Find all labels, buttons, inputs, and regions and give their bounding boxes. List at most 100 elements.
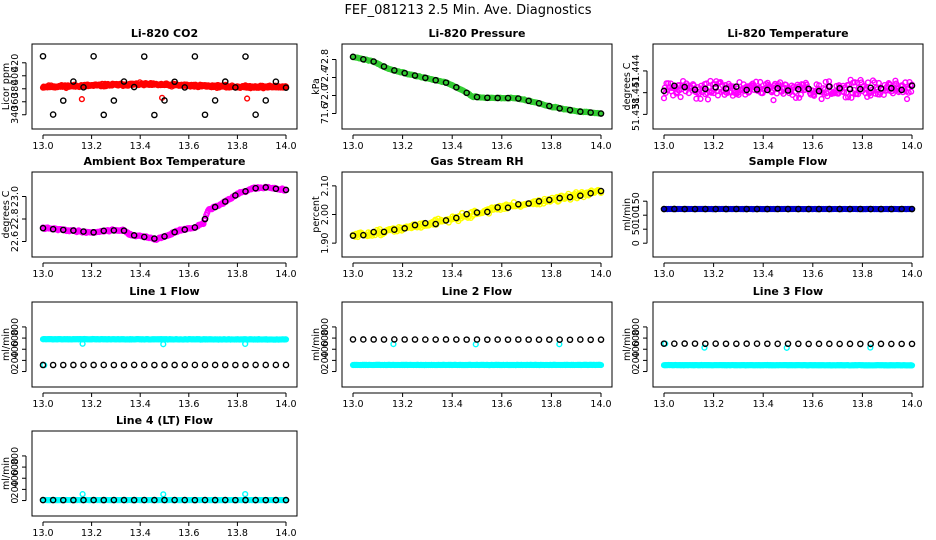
- data-point: [857, 85, 864, 93]
- y-tick-label: 50: [631, 223, 642, 235]
- data-point: [191, 496, 199, 504]
- data-point: [422, 219, 429, 227]
- data-point: [391, 67, 398, 74]
- y-tick-label: 800: [10, 318, 21, 336]
- y-tick-label: 0: [631, 369, 642, 375]
- data-point: [244, 95, 251, 102]
- data-point: [743, 205, 750, 213]
- y-tick-label: 0: [10, 498, 21, 504]
- data-point: [795, 205, 802, 213]
- data-point: [110, 97, 118, 104]
- data-point: [836, 84, 843, 92]
- x-tick-label: 13.0: [32, 399, 53, 410]
- x-tick-label: 13.2: [703, 399, 724, 410]
- data-point: [784, 340, 792, 348]
- data-point: [120, 78, 128, 85]
- x-tick-label: 13.2: [81, 269, 102, 280]
- x-tick-label: 14.0: [590, 269, 611, 280]
- data-point: [753, 340, 761, 348]
- data-point: [556, 194, 563, 202]
- data-point: [515, 336, 522, 343]
- data-point: [473, 93, 481, 101]
- data-point: [822, 78, 829, 86]
- x-tick-label: 13.8: [227, 269, 248, 280]
- data-point: [867, 340, 874, 348]
- chart-gas-stream-rh: Gas Stream RH 13.0 13.2 13.4 13.6 13.8 14.0 1.9…: [311, 155, 613, 280]
- data-point: [473, 336, 481, 343]
- data-point: [846, 85, 854, 93]
- data-point: [160, 491, 167, 498]
- data-point: [484, 208, 491, 216]
- data-point: [681, 83, 688, 91]
- data-point: [504, 336, 512, 343]
- data-point: [100, 227, 108, 235]
- y-tick-label: 72.4: [320, 67, 331, 88]
- data-point: [525, 336, 532, 343]
- x-axis: 13.0 13.2 13.4 13.6 13.8 14.0: [653, 392, 923, 410]
- y-tick-label: 72.8: [320, 49, 331, 70]
- data-point: [691, 86, 699, 93]
- x-tick-label: 13.2: [392, 399, 413, 410]
- plot-frame: [341, 301, 613, 388]
- data-point: [908, 82, 916, 89]
- series-2: [349, 336, 605, 344]
- chart-li820-pressure: Li-820 Pressure 13.0 13.2 13.4 13.6 13.8 14.0 7…: [311, 27, 613, 152]
- plot-frame: [31, 430, 298, 517]
- x-tick-label: 13.0: [653, 399, 674, 410]
- data-point: [888, 340, 895, 348]
- series-2: [39, 52, 290, 119]
- data-point: [380, 63, 388, 70]
- y-axis-label: ml/min: [1, 328, 12, 361]
- data-point: [587, 336, 594, 344]
- x-tick-label: 13.6: [178, 141, 199, 152]
- y-axis-label: percent: [311, 196, 322, 233]
- data-point: [140, 496, 148, 504]
- data-point: [282, 336, 290, 343]
- data-point: [851, 79, 858, 86]
- data-point: [797, 91, 804, 98]
- x-axis: 13.0 13.2 13.4 13.6 13.8 14.0: [32, 392, 297, 410]
- data-point: [784, 87, 792, 94]
- y-tick-label: 72.0: [320, 85, 331, 106]
- data-point: [401, 336, 408, 343]
- data-point: [577, 108, 584, 115]
- plot-frame: [31, 43, 298, 130]
- data-point: [349, 336, 357, 343]
- data-point: [90, 229, 97, 236]
- data-point: [442, 217, 450, 224]
- data-point: [453, 84, 460, 91]
- data-point: [733, 83, 740, 90]
- data-point: [898, 340, 905, 348]
- y-tick-label: 200: [10, 351, 21, 369]
- data-point: [191, 53, 199, 60]
- data-point: [411, 221, 419, 229]
- x-tick-label: 13.0: [32, 141, 53, 152]
- y-tick-label: 600: [320, 329, 331, 347]
- y-axis: 22.6 22.823.0: [10, 186, 27, 252]
- series-2: [39, 496, 290, 504]
- data-point: [272, 185, 280, 193]
- data-point: [774, 340, 781, 348]
- chart-title: Line 4 (LT) Flow: [116, 414, 213, 427]
- data-point: [714, 92, 722, 99]
- data-point: [743, 340, 750, 348]
- data-point: [770, 97, 777, 104]
- data-point: [484, 94, 491, 102]
- x-tick-label: 13.0: [32, 269, 53, 280]
- data-point: [432, 220, 439, 228]
- y-tick-label: 23.0: [10, 186, 21, 207]
- y-axis: 1.90 2.00 2.10: [320, 175, 337, 254]
- x-axis: 13.0 13.2 13.4 13.6 13.8 14.0: [653, 262, 923, 280]
- data-point: [888, 205, 895, 213]
- data-point: [39, 52, 47, 60]
- data-point: [681, 205, 688, 213]
- data-point: [140, 361, 148, 369]
- data-point: [100, 361, 108, 369]
- data-point: [494, 204, 501, 211]
- data-point: [100, 111, 108, 119]
- data-point: [370, 336, 377, 343]
- data-point: [242, 53, 249, 60]
- data-point: [898, 205, 905, 213]
- data-point: [79, 491, 86, 498]
- series-2: [39, 361, 290, 369]
